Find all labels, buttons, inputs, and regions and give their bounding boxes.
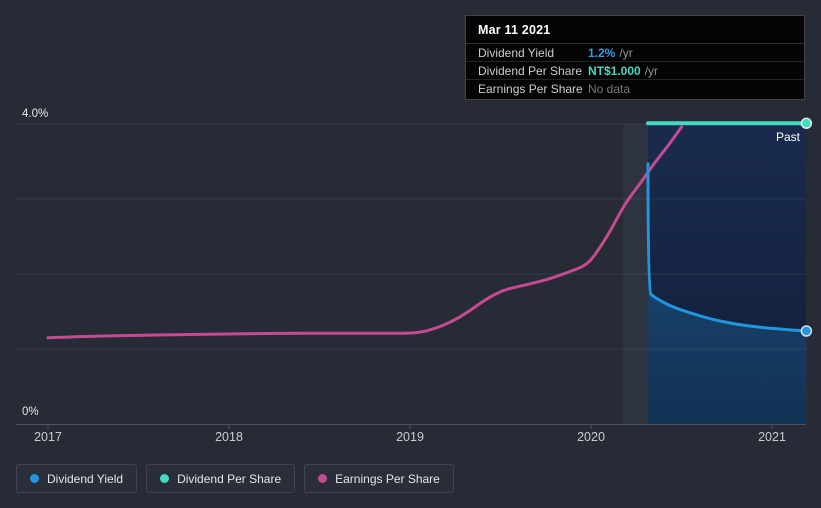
dividend-yield-end-marker[interactable] <box>800 325 813 337</box>
tooltip-label: Earnings Per Share <box>478 81 583 96</box>
x-ticks <box>47 424 773 429</box>
hover-highlight-band <box>623 124 649 424</box>
past-region-label: Past <box>776 130 801 144</box>
x-tick-label: 2021 <box>758 430 786 444</box>
legend-item-earnings-per-share[interactable]: Earnings Per Share <box>304 464 454 493</box>
legend-dot-icon <box>318 474 328 483</box>
legend-item-dividend-yield[interactable]: Dividend Yield <box>16 464 138 493</box>
dividend-yield-line <box>646 162 808 333</box>
x-tick-label: 2017 <box>34 430 62 444</box>
legend-label: Dividend Yield <box>47 471 124 486</box>
x-tick-label: 2020 <box>577 430 605 444</box>
legend-label: Dividend Per Share <box>177 471 282 486</box>
earnings-per-share-line <box>46 125 683 340</box>
dividend-yield-area <box>648 163 807 425</box>
chart-legend: Dividend Yield Dividend Per Share Earnin… <box>16 464 454 493</box>
tooltip-label: Dividend Yield <box>478 45 555 60</box>
x-tick-labels: 2017 2018 2019 2020 2021 <box>34 430 786 444</box>
tooltip-value: 1.2% <box>588 45 616 60</box>
tooltip-row-dividend-yield: Dividend Yield 1.2% /yr <box>466 44 804 62</box>
dividend-per-share-end-marker[interactable] <box>800 117 813 130</box>
x-tick-label: 2018 <box>215 430 243 444</box>
tooltip-value: No data <box>588 81 631 96</box>
tooltip-row-earnings-per-share: Earnings Per Share No data <box>466 80 804 99</box>
tooltip-date: Mar 11 2021 <box>466 16 804 44</box>
chart-tooltip: Mar 11 2021 Dividend Yield 1.2% /yr Divi… <box>465 15 805 100</box>
tooltip-row-dividend-per-share: Dividend Per Share NT$1.000 /yr <box>466 62 804 80</box>
x-tick-label: 2019 <box>396 430 424 444</box>
y-axis-label-top: 4.0% <box>22 108 48 120</box>
legend-item-dividend-per-share[interactable]: Dividend Per Share <box>146 464 296 493</box>
legend-label: Earnings Per Share <box>335 471 440 486</box>
tooltip-value: NT$1.000 <box>588 63 641 78</box>
tooltip-label: Dividend Per Share <box>478 63 583 78</box>
y-axis-label-bottom: 0% <box>22 406 39 418</box>
legend-dot-icon <box>160 474 170 483</box>
legend-dot-icon <box>30 474 39 483</box>
tooltip-unit: /yr <box>619 45 633 60</box>
tooltip-unit: /yr <box>644 63 659 78</box>
